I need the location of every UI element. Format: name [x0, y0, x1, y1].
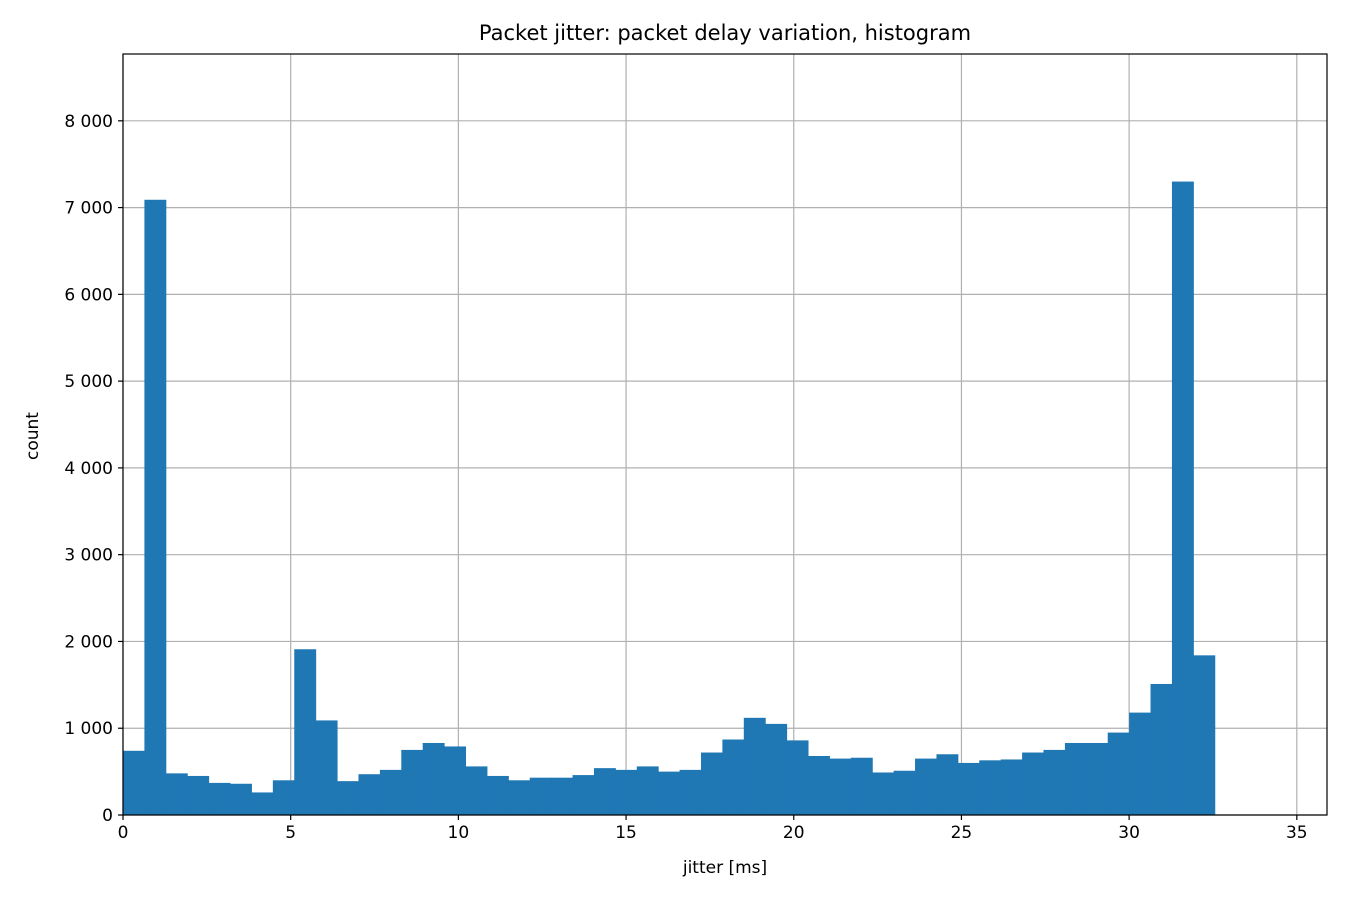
y-tick-label: 7 000	[64, 199, 113, 219]
histogram-bar	[1086, 742, 1109, 815]
histogram-bar	[593, 768, 616, 815]
x-tick-label: 5	[285, 823, 296, 843]
y-tick-label: 6 000	[64, 285, 113, 305]
y-tick-label: 1 000	[64, 719, 113, 739]
histogram-bar	[1150, 683, 1173, 815]
x-tick-label: 15	[615, 823, 637, 843]
histogram-bar	[337, 781, 359, 815]
histogram-bar	[1000, 759, 1023, 815]
histogram-bar	[615, 769, 638, 815]
histogram-bar	[251, 792, 274, 815]
histogram-bar	[1193, 655, 1216, 815]
plot-frame	[122, 53, 1328, 816]
histogram-bar	[1171, 181, 1194, 815]
histogram-bar	[743, 717, 766, 815]
histogram-bars	[123, 181, 1216, 815]
x-tick-label: 10	[448, 823, 470, 843]
y-tick-label: 3 000	[64, 546, 113, 566]
histogram-bar	[529, 777, 552, 815]
x-tick-label: 20	[783, 823, 805, 843]
x-tick-label: 25	[951, 823, 973, 843]
histogram-bar	[808, 755, 830, 815]
chart-title: Packet jitter: packet delay variation, h…	[479, 21, 971, 45]
histogram-bar	[722, 739, 745, 815]
histogram-bar	[679, 769, 702, 815]
histogram-bar	[915, 758, 937, 815]
histogram-bar	[850, 757, 873, 815]
histogram-bar	[486, 775, 509, 815]
y-axis-label: count	[23, 412, 43, 460]
histogram-bar	[957, 762, 980, 815]
histogram-bar	[165, 773, 188, 815]
histogram-bar	[572, 775, 595, 815]
y-tick-label: 5 000	[64, 372, 113, 392]
x-tick-label: 35	[1286, 823, 1308, 843]
histogram-bar	[551, 777, 574, 815]
x-tick-label: 0	[118, 823, 129, 843]
histogram-bar	[786, 740, 809, 815]
histogram-bar	[1129, 712, 1152, 815]
histogram-bar	[123, 750, 145, 815]
histogram-bar	[187, 775, 210, 815]
histogram-bar	[358, 774, 381, 815]
histogram-bar	[444, 746, 467, 815]
histogram-bar	[1064, 742, 1087, 815]
histogram-bar	[872, 772, 895, 815]
histogram-bar	[936, 754, 959, 815]
histogram-bar	[893, 770, 916, 815]
histogram-bar	[230, 783, 252, 815]
y-tick-label: 8 000	[64, 112, 113, 132]
histogram-bar	[1107, 732, 1130, 815]
histogram-bar	[144, 199, 167, 815]
histogram-bar	[1043, 749, 1066, 815]
y-tick-label: 0	[102, 806, 113, 826]
histogram-bar	[465, 766, 488, 815]
histogram-bar	[636, 766, 659, 815]
y-tick-label: 4 000	[64, 459, 113, 479]
histogram-bar	[379, 769, 402, 815]
x-tick-label: 30	[1118, 823, 1140, 843]
histogram-bar	[294, 649, 317, 815]
y-tick-label: 2 000	[64, 632, 113, 652]
histogram-bar	[765, 723, 788, 815]
histogram-bar	[422, 742, 445, 815]
histogram-bar	[315, 720, 338, 815]
histogram-bar	[658, 771, 681, 815]
histogram-bar	[979, 760, 1002, 815]
histogram-bar	[508, 780, 531, 815]
y-axis-ticks: 0 1 000 2 000 3 000 4 000 5 000 6 000 7 000 8 00…	[64, 112, 123, 826]
histogram-bar	[272, 780, 295, 815]
histogram-bar	[700, 752, 723, 815]
histogram-bar	[208, 782, 231, 815]
histogram-bar	[829, 758, 852, 815]
x-axis-ticks: 0 5 10 15 20 25 30 35	[118, 815, 1308, 843]
x-axis-label: jitter [ms]	[682, 858, 767, 878]
histogram-bar	[1022, 752, 1044, 815]
histogram-bar	[401, 749, 424, 815]
